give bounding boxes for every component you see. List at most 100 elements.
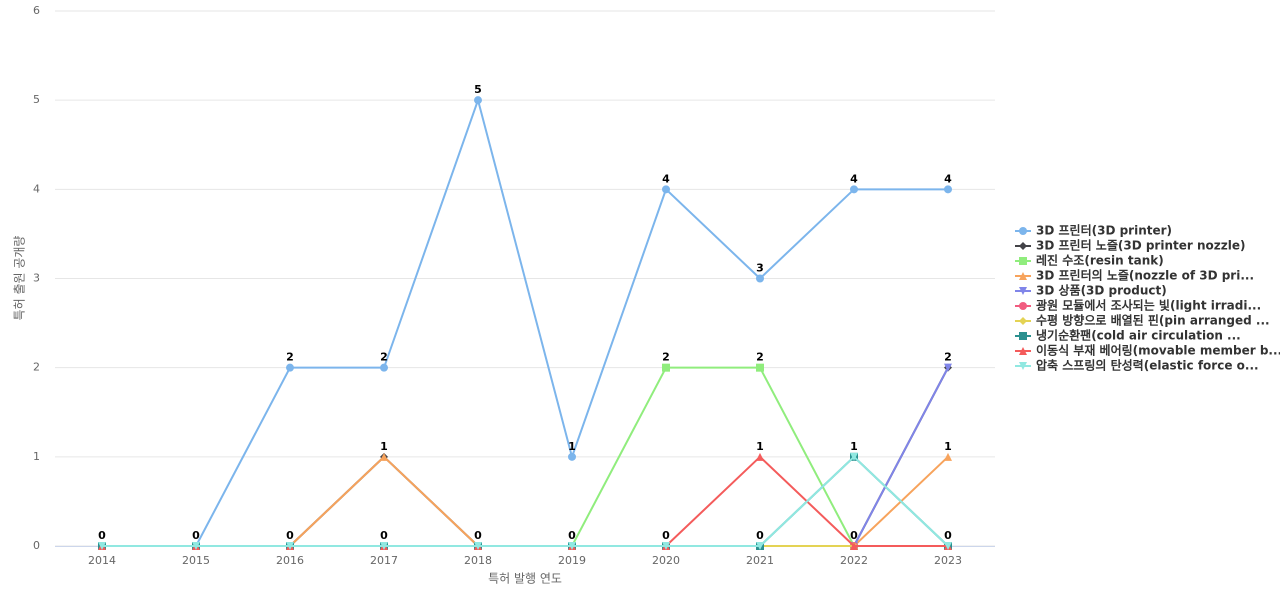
data-label: 0 [662,529,670,542]
x-tick-label: 2017 [370,554,398,567]
legend-label: 레진 수조(resin tank) [1036,253,1164,268]
data-label: 0 [192,529,200,542]
series-line [102,96,948,547]
data-label: 0 [286,529,294,542]
x-axis-title: 특허 발행 연도 [488,571,562,586]
point [944,542,952,550]
point [474,542,482,550]
point [98,542,106,550]
point [662,542,670,550]
series-line [102,455,949,547]
point [1019,272,1027,280]
point [1019,257,1027,265]
data-label: 4 [944,172,952,185]
y-tick-label: 6 [33,4,40,17]
data-label: 1 [756,440,764,453]
data-label: 0 [568,529,576,542]
series-line [102,455,949,547]
legend-label: 수평 방향으로 배열된 핀(pin arranged ... [1036,313,1270,328]
point [1019,242,1027,250]
point [944,185,952,194]
series-line [102,455,948,547]
x-tick-label: 2022 [840,554,868,567]
point [568,542,576,550]
point [662,185,670,194]
point [1019,332,1027,340]
legend-label: 3D 프린터 노즐(3D printer nozzle) [1036,238,1245,253]
point [474,96,482,105]
data-label: 2 [286,351,294,364]
y-tick-label: 3 [33,272,40,285]
point [380,452,388,461]
point [568,452,576,461]
series [98,96,952,550]
point [380,542,388,550]
y-tick-label: 4 [33,182,40,195]
point [756,452,764,461]
data-label: 1 [380,440,388,453]
data-label: 0 [850,529,858,542]
point [1019,317,1027,325]
legend-label: 3D 프린터(3D printer) [1036,223,1172,238]
point [286,542,294,550]
point [662,363,670,372]
y-tick-label: 2 [33,361,40,374]
x-tick-label: 2019 [558,554,586,567]
data-label: 2 [944,351,952,364]
x-tick-label: 2014 [88,554,116,567]
x-tick-label: 2020 [652,554,680,567]
data-label: 1 [850,440,858,453]
point [1019,302,1027,310]
x-tick-label: 2023 [934,554,962,567]
legend-label: 압축 스프링의 탄성력(elastic force o... [1036,358,1259,373]
point [850,452,858,461]
y-tick-label: 0 [33,539,40,552]
series [98,452,952,550]
data-label: 0 [756,529,764,542]
data-label: 4 [662,172,670,185]
data-label: 4 [850,172,858,185]
y-tick-label: 5 [33,93,40,106]
series-line [102,455,949,547]
legend-label: 3D 상품(3D product) [1036,283,1167,298]
series [98,452,952,550]
point [756,363,764,372]
legend-label: 냉기순환팬(cold air circulation ... [1036,328,1241,343]
legend-label: 3D 프린터의 노즐(nozzle of 3D pri... [1036,268,1254,283]
y-axis-title: 특허 출원 공개량 [13,236,27,321]
point [1019,347,1027,355]
series [98,452,952,550]
point [850,542,858,550]
point [944,363,952,372]
point [944,452,952,461]
point [850,185,858,194]
data-label: 0 [98,529,106,542]
data-label: 0 [380,529,388,542]
x-tick-label: 2021 [746,554,774,567]
series [98,452,952,550]
data-label: 0 [944,529,952,542]
point [286,363,294,372]
point [1019,227,1027,235]
point [756,542,764,550]
data-label: 1 [568,440,576,453]
point [380,363,388,372]
data-label: 2 [380,351,388,364]
point [1019,362,1027,370]
legend-label: 이동식 부재 베어링(movable member b... [1036,343,1280,358]
y-tick-label: 1 [33,450,40,463]
point [192,542,200,550]
legend-label: 광원 모듈에서 조사되는 빛(light irradi... [1036,298,1261,313]
data-label: 2 [756,351,764,364]
data-label: 0 [474,529,482,542]
data-label: 2 [662,351,670,364]
data-label: 3 [756,262,764,275]
data-label: 5 [474,83,482,96]
point [756,274,764,283]
x-tick-label: 2018 [464,554,492,567]
x-tick-label: 2015 [182,554,210,567]
data-label: 1 [944,440,952,453]
point [1019,287,1027,295]
